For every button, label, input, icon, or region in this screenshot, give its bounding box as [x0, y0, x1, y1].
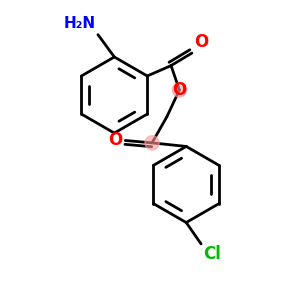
Text: Cl: Cl	[203, 245, 221, 263]
Text: O: O	[172, 81, 187, 99]
Circle shape	[145, 136, 159, 150]
Text: O: O	[194, 33, 208, 51]
Text: O: O	[108, 131, 122, 149]
Circle shape	[172, 83, 187, 97]
Text: H₂N: H₂N	[64, 16, 96, 31]
